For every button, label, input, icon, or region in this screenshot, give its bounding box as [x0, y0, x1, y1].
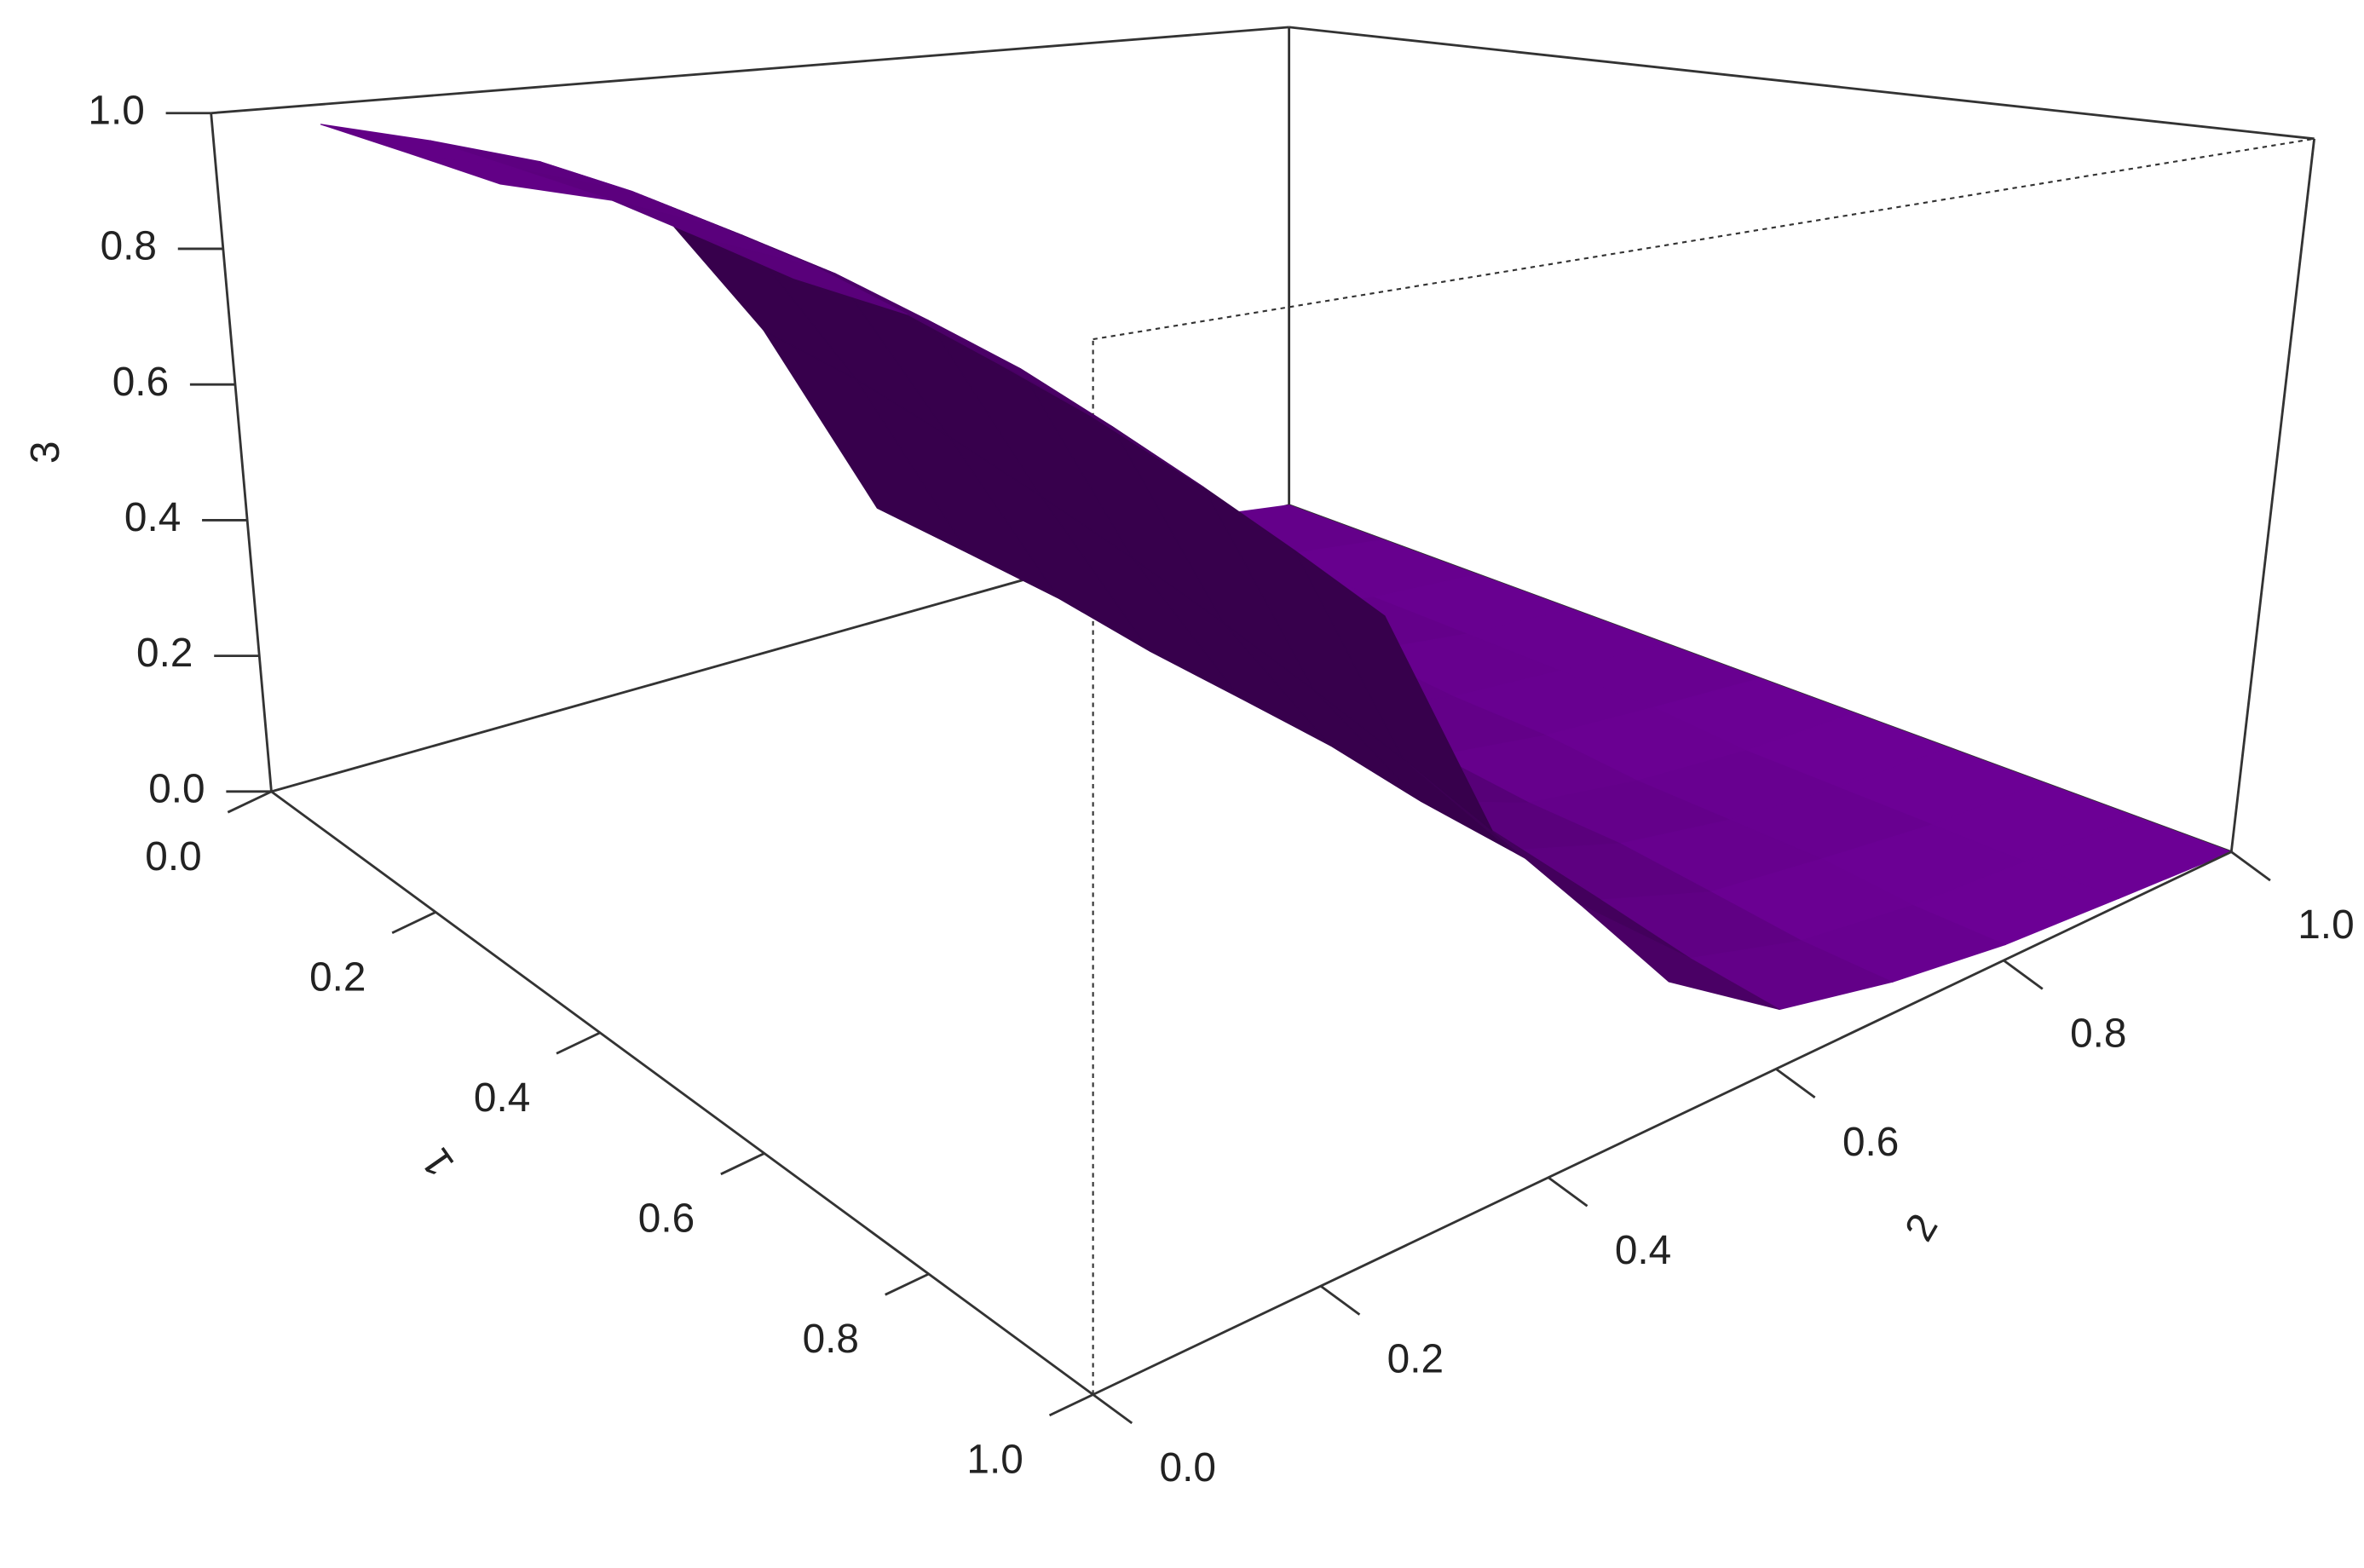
x-tick	[227, 790, 273, 814]
surface-facet	[320, 124, 522, 171]
y-tick	[1092, 1393, 1133, 1425]
surface-facet	[521, 170, 724, 229]
axis-line	[1093, 850, 2232, 1396]
x-tick-label: 0.8	[803, 1317, 859, 1362]
y-tick	[1319, 1284, 1361, 1316]
y-tick-label: 1.0	[2298, 902, 2354, 948]
y-tick-label: 0.8	[2070, 1011, 2126, 1056]
z-tick-label: 0.4	[124, 495, 181, 540]
x-tick	[391, 911, 436, 935]
x-tick-label: 0.2	[309, 955, 366, 1000]
z-tick-label: 0.8	[101, 224, 157, 269]
z-tick-label: 0.6	[112, 360, 169, 405]
surface-facet	[1580, 904, 1780, 1011]
x-tick	[885, 1272, 930, 1296]
box-back	[210, 26, 2316, 1395]
box-edge	[1289, 26, 2315, 141]
surface	[320, 124, 2233, 1011]
y-tick	[1775, 1068, 1816, 1099]
box-edge	[210, 112, 273, 792]
x-tick	[720, 1152, 765, 1176]
z-tick-label: 1.0	[88, 88, 144, 133]
y-tick-label: 0.6	[1842, 1120, 1899, 1165]
box-edge	[2229, 138, 2316, 852]
x-tick-label: 0.4	[474, 1075, 530, 1121]
y-tick-label: 0.0	[1160, 1445, 1216, 1490]
y-tick-label: 0.2	[1387, 1337, 1444, 1382]
surface-facet	[998, 363, 1204, 488]
z-axis-label: 3	[23, 441, 68, 464]
box-edge	[210, 26, 1289, 115]
y-tick	[1548, 1176, 1588, 1208]
y-tick	[2230, 850, 2271, 882]
z-tick-label: 0.2	[136, 631, 193, 676]
axis-line	[270, 790, 1094, 1396]
box-edge	[1093, 137, 2315, 341]
z-tick-label: 0.0	[148, 766, 205, 811]
x-tick	[1048, 1393, 1094, 1417]
y-tick-label: 0.4	[1615, 1228, 1671, 1273]
y-axis-label: 2	[1896, 1207, 1946, 1249]
x-tick-label: 1.0	[966, 1438, 1023, 1483]
x-tick-label: 0.6	[638, 1196, 695, 1242]
x-tick-label: 0.0	[145, 834, 201, 879]
x-tick	[556, 1031, 601, 1055]
x-axis-label: 1	[413, 1140, 464, 1185]
y-tick	[2003, 959, 2044, 990]
